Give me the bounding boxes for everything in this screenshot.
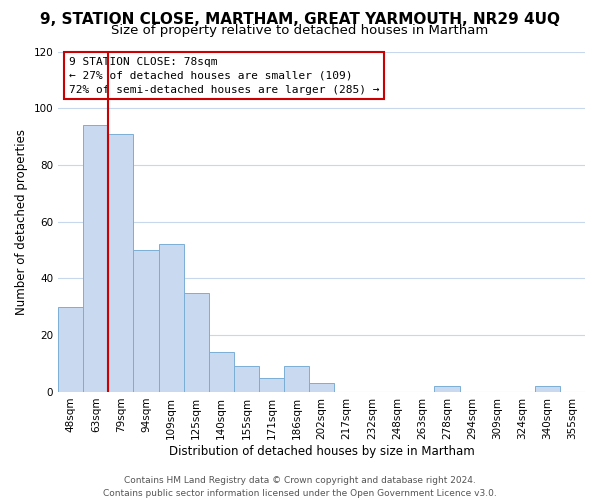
Y-axis label: Number of detached properties: Number of detached properties [15,128,28,314]
X-axis label: Distribution of detached houses by size in Martham: Distribution of detached houses by size … [169,444,475,458]
Bar [259,378,284,392]
Text: 9, STATION CLOSE, MARTHAM, GREAT YARMOUTH, NR29 4UQ: 9, STATION CLOSE, MARTHAM, GREAT YARMOUT… [40,12,560,28]
Bar [83,126,109,392]
Bar [209,352,234,392]
Bar [109,134,133,392]
Bar [535,386,560,392]
Bar [309,384,334,392]
Bar [284,366,309,392]
Text: Contains HM Land Registry data © Crown copyright and database right 2024.
Contai: Contains HM Land Registry data © Crown c… [103,476,497,498]
Bar [58,307,83,392]
Bar [434,386,460,392]
Bar [158,244,184,392]
Text: Size of property relative to detached houses in Martham: Size of property relative to detached ho… [112,24,488,37]
Bar [234,366,259,392]
Text: 9 STATION CLOSE: 78sqm
← 27% of detached houses are smaller (109)
72% of semi-de: 9 STATION CLOSE: 78sqm ← 27% of detached… [69,56,379,94]
Bar [184,292,209,392]
Bar [133,250,158,392]
